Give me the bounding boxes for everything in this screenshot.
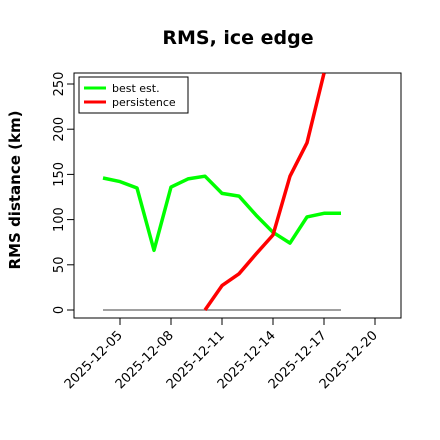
series-layer [102, 73, 341, 312]
legend-label: best est. [112, 82, 160, 95]
plot-area [73, 72, 402, 319]
y-axis: 0 50 100 150 200 250 [52, 72, 74, 314]
legend: best est.persistence [78, 76, 189, 114]
chart-title: RMS, ice edge [162, 27, 313, 49]
y-axis-label: RMS distance (km) [6, 111, 24, 270]
y-tick-label: 200 [52, 117, 67, 142]
y-tick-label: 0 [52, 306, 67, 314]
y-tick-label: 250 [52, 72, 67, 97]
y-tick-label: 50 [52, 257, 67, 274]
legend-box [78, 76, 189, 114]
legend-label: persistence [112, 96, 176, 109]
series-line-best-est- [102, 174, 341, 253]
plot-frame [73, 72, 402, 319]
series-line-persistence [203, 73, 326, 312]
y-tick-label: 150 [52, 162, 67, 187]
y-tick-label: 100 [52, 207, 67, 232]
